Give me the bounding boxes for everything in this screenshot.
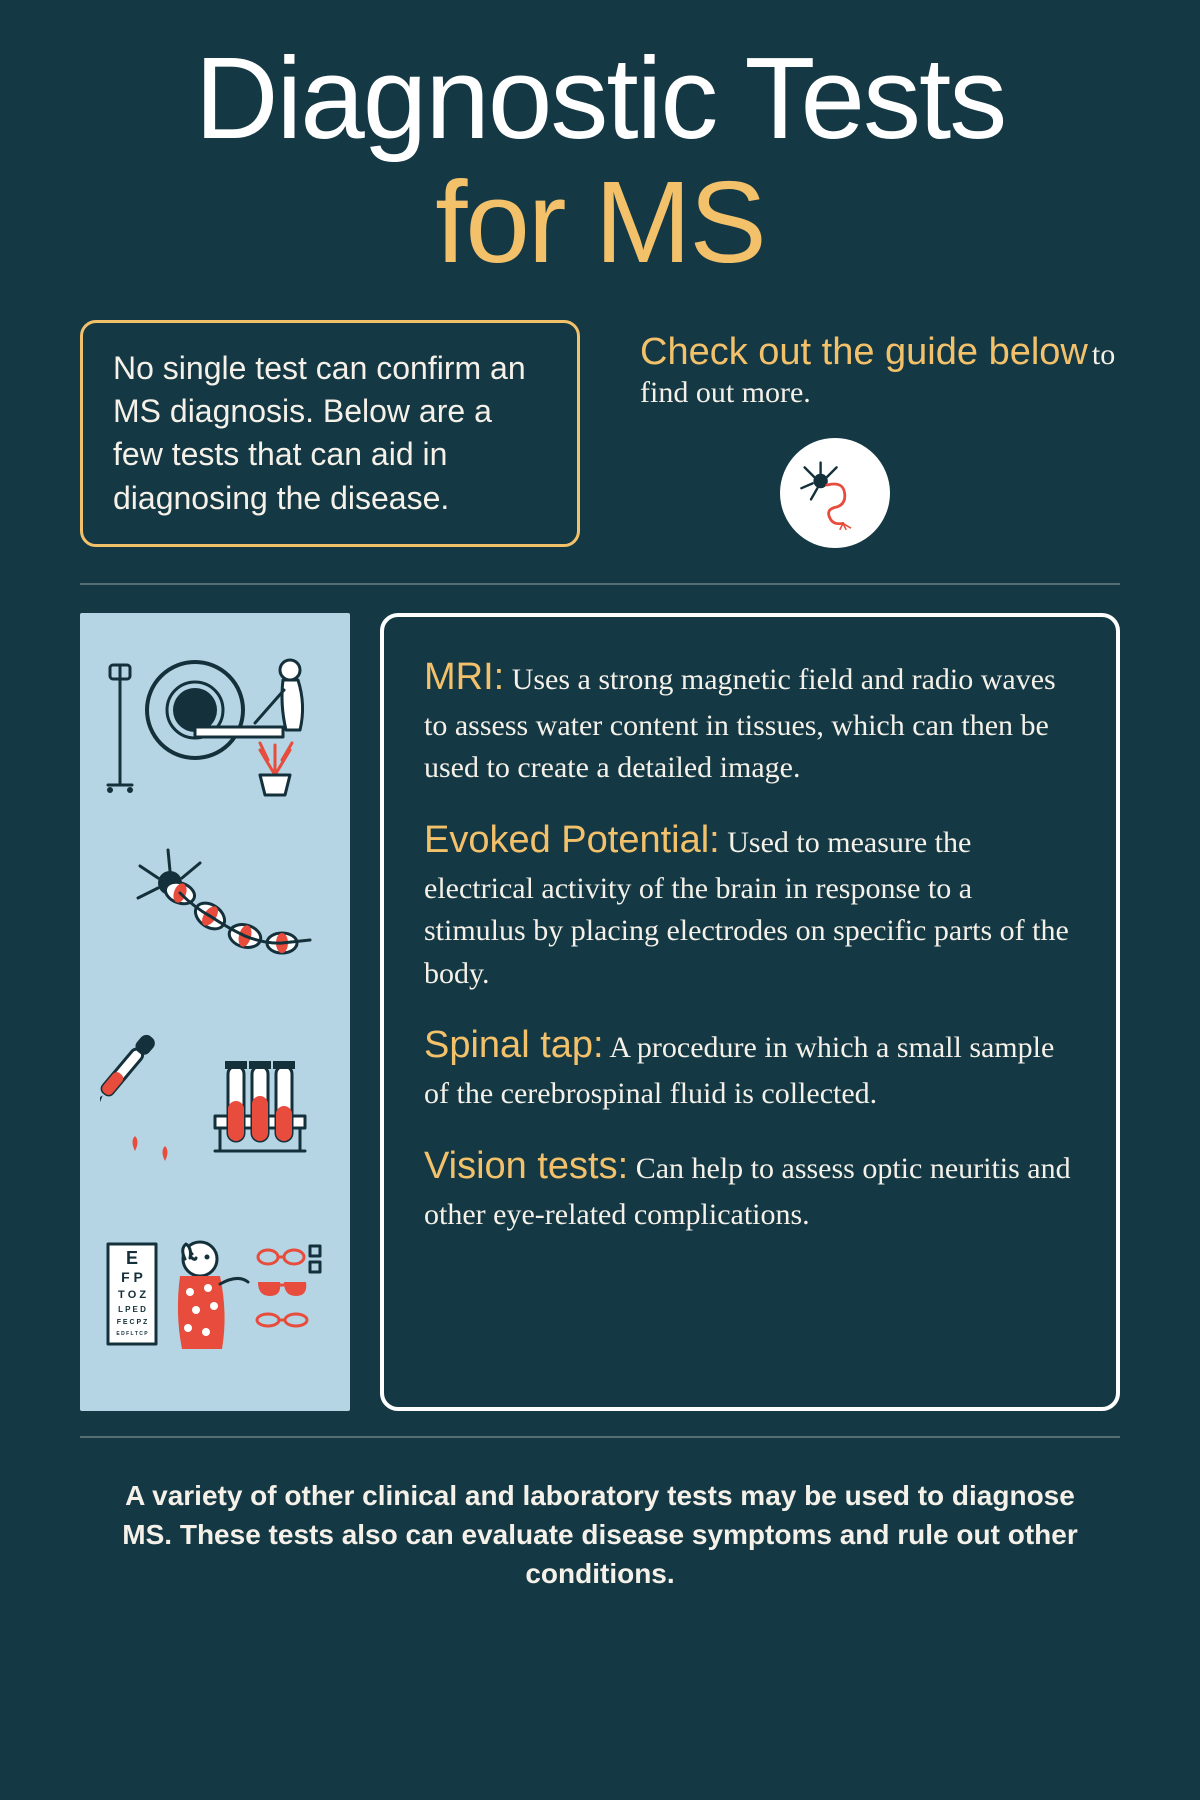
intro-callout-box: No single test can confirm an MS diagnos… xyxy=(80,320,580,547)
svg-text:T O Z: T O Z xyxy=(118,1289,146,1301)
guide-heading-wrap: Check out the guide below to find out mo… xyxy=(640,330,1120,410)
divider-bottom xyxy=(80,1436,1120,1438)
svg-text:E D F L T C P: E D F L T C P xyxy=(116,1331,148,1337)
test-item-mri: MRI: Uses a strong magnetic field and ra… xyxy=(424,651,1076,790)
blood-samples-icon xyxy=(100,1021,330,1196)
svg-text:F P: F P xyxy=(121,1269,143,1285)
main-row: E F P T O Z L P E D F E C P Z E D F L T … xyxy=(80,613,1120,1411)
test-label-spinal: Spinal tap: xyxy=(424,1024,604,1066)
svg-text:E: E xyxy=(126,1248,138,1268)
test-desc-mri: Uses a strong magnetic field and radio w… xyxy=(424,663,1056,785)
neuron-icon xyxy=(795,453,875,533)
svg-text:F E C P Z: F E C P Z xyxy=(117,1319,148,1326)
test-label-evoked: Evoked Potential: xyxy=(424,819,720,861)
mri-scanner-icon xyxy=(100,635,330,810)
divider-top xyxy=(80,583,1120,585)
intro-row: No single test can confirm an MS diagnos… xyxy=(80,320,1120,548)
guide-heading: Check out the guide below xyxy=(640,331,1088,373)
illus-eye-exam: E F P T O Z L P E D F E C P Z E D F L T … xyxy=(94,1214,336,1389)
intro-right-col: Check out the guide below to find out mo… xyxy=(640,320,1120,548)
svg-text:L P E D: L P E D xyxy=(118,1305,146,1314)
page-root: Diagnostic Tests for MS No single test c… xyxy=(0,0,1200,1623)
test-item-vision: Vision tests: Can help to assess optic n… xyxy=(424,1140,1076,1237)
test-item-evoked: Evoked Potential: Used to measure the el… xyxy=(424,814,1076,996)
footer-note: A variety of other clinical and laborato… xyxy=(80,1466,1120,1594)
title-line-1: Diagnostic Tests xyxy=(80,40,1120,156)
illus-blood xyxy=(94,1021,336,1196)
intro-callout-text: No single test can confirm an MS diagnos… xyxy=(113,350,526,516)
neuron-chain-icon xyxy=(100,828,330,1003)
title-line-2: for MS xyxy=(80,164,1120,280)
illus-neuron-chain xyxy=(94,828,336,1003)
neuron-badge xyxy=(780,438,890,548)
tests-box: MRI: Uses a strong magnetic field and ra… xyxy=(380,613,1120,1411)
illus-mri xyxy=(94,635,336,810)
test-item-spinal: Spinal tap: A procedure in which a small… xyxy=(424,1019,1076,1116)
test-label-vision: Vision tests: xyxy=(424,1145,628,1187)
eye-exam-icon: E F P T O Z L P E D F E C P Z E D F L T … xyxy=(100,1214,330,1389)
test-label-mri: MRI: xyxy=(424,656,504,698)
page-title: Diagnostic Tests for MS xyxy=(80,40,1120,280)
footer-text: A variety of other clinical and laborato… xyxy=(122,1480,1077,1589)
illustrations-panel: E F P T O Z L P E D F E C P Z E D F L T … xyxy=(80,613,350,1411)
